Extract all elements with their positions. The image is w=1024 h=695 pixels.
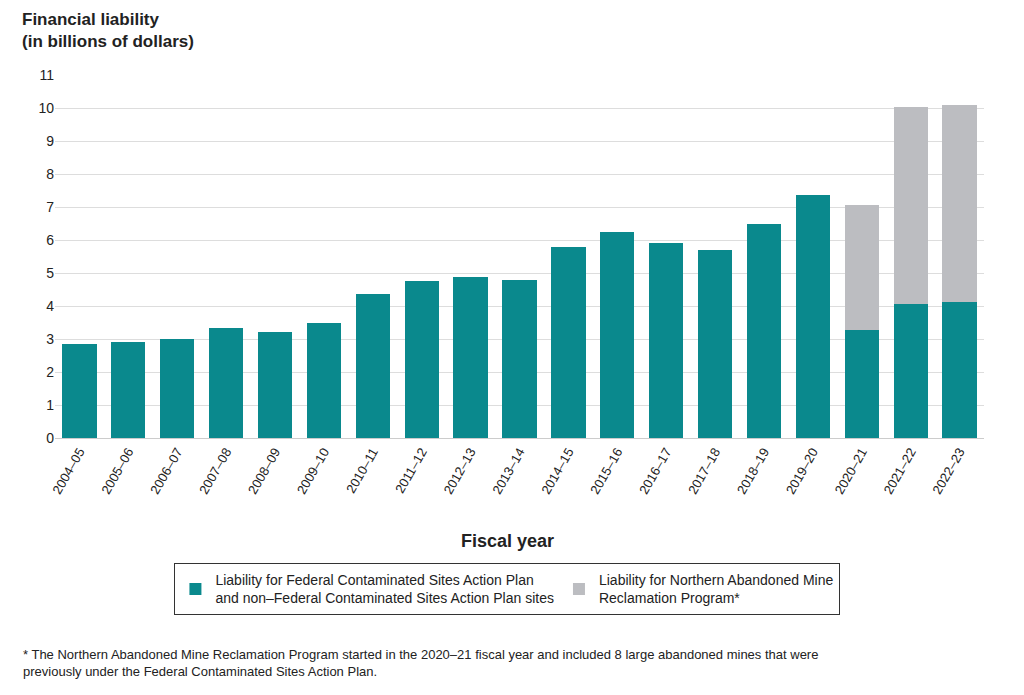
svg-text:* The Northern Abandoned Mine: * The Northern Abandoned Mine Reclamatio… — [23, 647, 818, 679]
svg-text:6: 6 — [46, 232, 54, 248]
svg-text:2022–23: 2022–23 — [929, 445, 967, 496]
svg-text:11: 11 — [39, 67, 54, 83]
svg-text:2: 2 — [46, 364, 54, 380]
svg-text:Liability for Northern Abandon: Liability for Northern Abandoned MineRec… — [599, 572, 833, 606]
svg-text:2006–07: 2006–07 — [147, 445, 185, 496]
svg-text:2018–19: 2018–19 — [734, 445, 772, 496]
svg-text:2021–22: 2021–22 — [881, 445, 919, 496]
svg-text:0: 0 — [46, 430, 54, 446]
svg-text:Liability for Federal Contamin: Liability for Federal Contaminated Sites… — [215, 572, 554, 606]
svg-text:10: 10 — [38, 100, 54, 116]
svg-text:3: 3 — [46, 331, 54, 347]
svg-text:2011–12: 2011–12 — [392, 445, 430, 496]
svg-text:2005–06: 2005–06 — [98, 445, 136, 496]
svg-text:2010–11: 2010–11 — [343, 445, 381, 496]
svg-text:8: 8 — [46, 166, 54, 182]
svg-text:2004–05: 2004–05 — [49, 445, 87, 496]
svg-text:9: 9 — [46, 133, 54, 149]
svg-text:Financial liability(in billion: Financial liability(in billions of dolla… — [22, 10, 194, 51]
svg-text:2009–10: 2009–10 — [294, 445, 332, 496]
svg-text:2008–09: 2008–09 — [245, 445, 283, 496]
svg-text:2019–20: 2019–20 — [783, 445, 821, 496]
svg-text:2013–14: 2013–14 — [489, 445, 527, 496]
svg-text:7: 7 — [46, 199, 54, 215]
svg-text:2015–16: 2015–16 — [587, 445, 625, 496]
svg-text:1: 1 — [46, 397, 54, 413]
svg-text:2014–15: 2014–15 — [538, 445, 576, 496]
svg-text:2012–13: 2012–13 — [441, 445, 479, 496]
svg-text:2020–21: 2020–21 — [832, 445, 870, 496]
svg-text:2017–18: 2017–18 — [685, 445, 723, 496]
svg-text:2007–08: 2007–08 — [196, 445, 234, 496]
svg-text:4: 4 — [46, 298, 54, 314]
svg-text:5: 5 — [46, 265, 54, 281]
svg-text:2016–17: 2016–17 — [636, 445, 674, 496]
svg-text:Fiscal year: Fiscal year — [461, 531, 554, 551]
